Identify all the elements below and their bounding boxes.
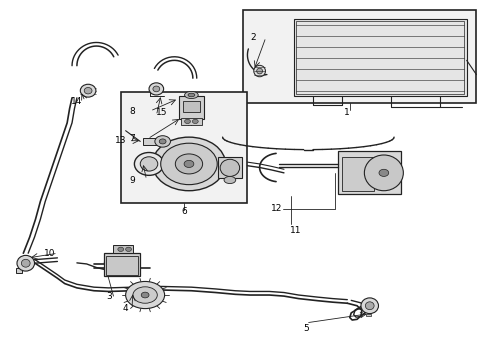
Ellipse shape	[366, 302, 374, 310]
Text: 8: 8	[129, 107, 135, 116]
Text: 14: 14	[71, 97, 82, 106]
Ellipse shape	[224, 176, 236, 184]
Ellipse shape	[185, 119, 191, 123]
Bar	[16, 267, 22, 273]
Ellipse shape	[141, 292, 149, 298]
Ellipse shape	[257, 68, 263, 74]
Text: 13: 13	[115, 136, 126, 145]
Text: 3: 3	[106, 292, 112, 301]
Ellipse shape	[22, 259, 30, 267]
Ellipse shape	[155, 136, 171, 147]
Bar	[143, 138, 163, 145]
Bar	[218, 157, 242, 178]
Ellipse shape	[361, 298, 378, 314]
Ellipse shape	[152, 137, 225, 191]
Text: 9: 9	[129, 176, 135, 185]
Bar	[343, 157, 374, 191]
Ellipse shape	[161, 143, 217, 185]
Bar	[183, 102, 200, 112]
Ellipse shape	[125, 247, 131, 251]
Text: 5: 5	[303, 324, 309, 333]
Bar	[338, 152, 401, 194]
Ellipse shape	[84, 87, 92, 94]
Bar	[243, 10, 476, 103]
Text: 11: 11	[290, 226, 301, 235]
Ellipse shape	[365, 155, 403, 191]
Bar	[366, 314, 371, 316]
Text: 4: 4	[122, 304, 128, 313]
Text: 10: 10	[44, 249, 56, 258]
Ellipse shape	[185, 91, 198, 99]
Bar	[114, 246, 133, 253]
Text: 15: 15	[156, 108, 168, 117]
Ellipse shape	[149, 83, 164, 95]
Ellipse shape	[159, 139, 166, 144]
Ellipse shape	[220, 159, 240, 176]
Ellipse shape	[134, 153, 164, 175]
Ellipse shape	[140, 157, 158, 171]
Bar	[106, 256, 138, 275]
Bar	[296, 21, 464, 94]
Text: 2: 2	[250, 33, 255, 42]
Text: 12: 12	[271, 204, 282, 213]
Text: 1: 1	[344, 108, 350, 117]
Ellipse shape	[188, 93, 195, 97]
Ellipse shape	[379, 169, 389, 176]
Ellipse shape	[175, 154, 202, 174]
Ellipse shape	[184, 160, 194, 167]
Ellipse shape	[193, 119, 198, 123]
Ellipse shape	[153, 86, 160, 92]
Ellipse shape	[133, 287, 157, 303]
Ellipse shape	[118, 247, 123, 251]
Ellipse shape	[254, 65, 266, 77]
Bar	[179, 96, 203, 119]
Bar	[121, 93, 247, 203]
Ellipse shape	[125, 282, 165, 309]
Bar	[294, 19, 466, 96]
Text: 7: 7	[129, 134, 135, 143]
Ellipse shape	[17, 255, 34, 271]
Bar	[104, 253, 140, 276]
Bar	[181, 118, 202, 125]
Text: 6: 6	[181, 207, 187, 216]
Ellipse shape	[80, 84, 96, 97]
